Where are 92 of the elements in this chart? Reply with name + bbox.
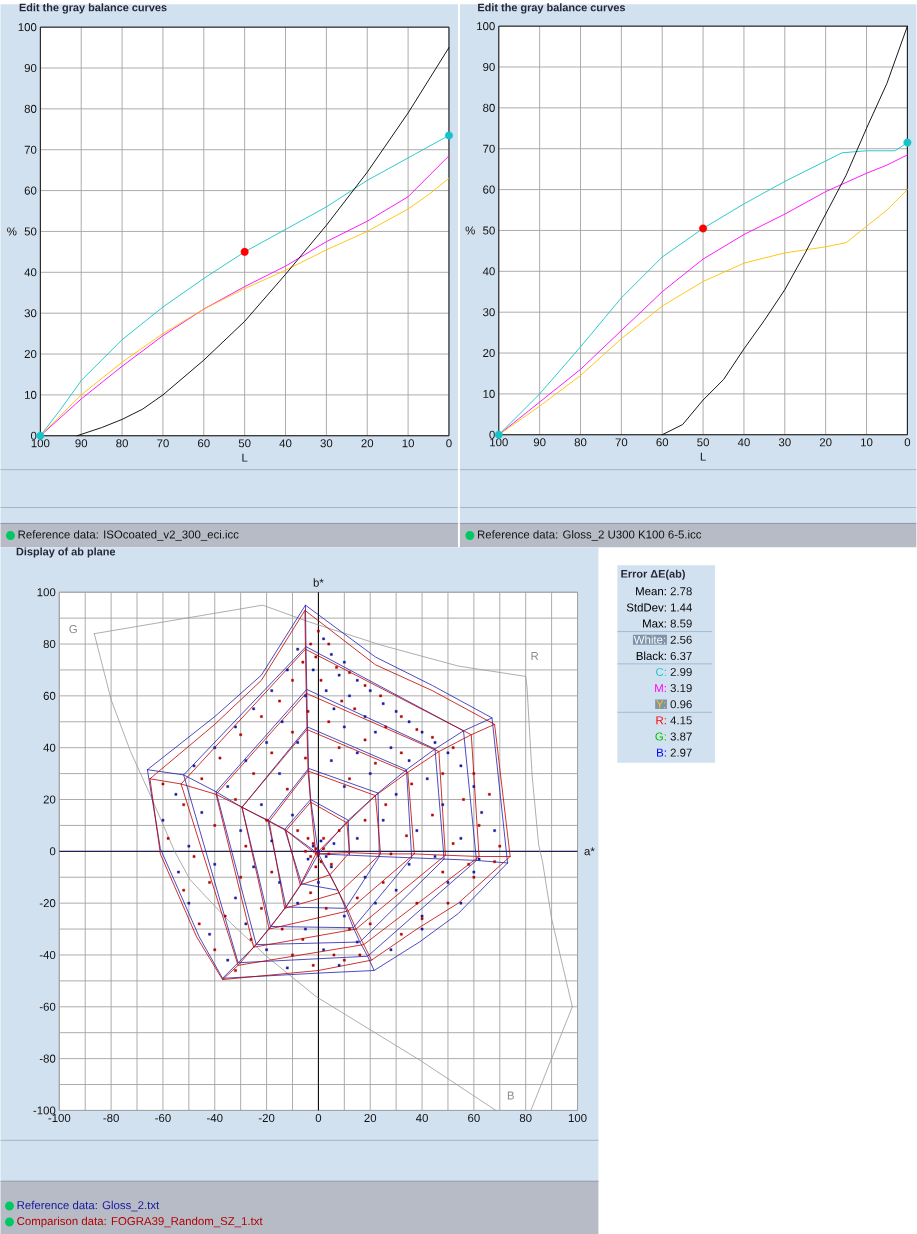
x-tick-label: 40 [737, 438, 750, 447]
y-tick-label: 80 [483, 103, 495, 112]
x-tick-label: 50 [238, 439, 251, 448]
text: Max: 8.59 [643, 619, 692, 628]
x-tick-label: 80 [116, 439, 129, 448]
text: Reference data: ISOcoated_v2_300_eci.icc [18, 530, 239, 541]
y-tick-label: 60 [483, 185, 495, 194]
y-axis-title: b* [313, 578, 324, 587]
y-tick-label: -100 [33, 1106, 56, 1115]
y-tick-label: 100 [477, 22, 495, 31]
text: StdDev: 1.44 [626, 603, 693, 612]
x-tick-label: 100 [568, 1113, 587, 1123]
annotation: R [531, 652, 539, 660]
y-tick-label: -80 [39, 1054, 56, 1063]
x-tick-label: -60 [155, 1113, 171, 1123]
x-tick-label: 60 [468, 1113, 480, 1123]
x-tick-label: 100 [490, 438, 508, 447]
text: Black: 6.37 [636, 651, 692, 660]
x-tick-label: 70 [157, 439, 169, 448]
y-tick-label: 80 [43, 639, 56, 649]
y-tick-label: 70 [483, 144, 495, 153]
x-axis-title: L [700, 452, 706, 461]
x-tick-label: 70 [615, 438, 628, 447]
y-tick-label: 20 [24, 349, 37, 359]
x-tick-label: -20 [258, 1113, 275, 1123]
text: White: 2.56 [633, 635, 692, 644]
y-tick-label: 60 [43, 691, 56, 700]
y-tick-label: 10 [25, 390, 37, 399]
text: G: 3.87 [655, 732, 692, 741]
x-tick-label: 60 [656, 438, 669, 447]
x-tick-label: 20 [364, 1113, 377, 1123]
x-tick-label: 10 [402, 439, 415, 448]
y-tick-label: 60 [24, 186, 37, 195]
x-tick-label: 20 [819, 438, 832, 447]
x-tick-label: 10 [861, 438, 873, 447]
x-tick-label: 90 [75, 439, 88, 448]
y-tick-label: -60 [39, 1002, 56, 1011]
chart-title: Edit the gray balance curves [19, 3, 167, 14]
x-axis-title: a* [584, 847, 595, 856]
text: C: 2.99 [656, 667, 692, 676]
y-tick-label: 40 [482, 267, 495, 276]
y-tick-label: 20 [483, 348, 495, 358]
y-tick-label: 100 [18, 23, 37, 32]
annotation: B [507, 1091, 515, 1100]
x-tick-label: 0 [446, 439, 452, 448]
y-tick-label: 0 [49, 847, 56, 856]
y-tick-label: 0 [31, 431, 37, 440]
text: Reference data: Gloss_2.txt [17, 1200, 160, 1212]
y-tick-label: 80 [24, 104, 37, 113]
text: M: 3.19 [655, 684, 692, 693]
y-tick-label: 40 [43, 743, 56, 752]
y-tick-label: 70 [24, 145, 37, 154]
y-tick-label: 10 [483, 389, 495, 398]
y-tick-label: 50 [24, 227, 37, 236]
y-axis-title: % [465, 226, 476, 235]
x-tick-label: 0 [315, 1113, 322, 1123]
x-tick-label: 30 [320, 439, 333, 448]
annotation: G [69, 625, 77, 634]
y-tick-label: 90 [483, 62, 495, 72]
x-tick-label: 0 [904, 438, 911, 447]
x-tick-label: 50 [697, 438, 710, 447]
x-tick-label: 40 [279, 439, 292, 448]
text: Reference data: Gloss_2 U300 K100 6-5.icc [478, 530, 702, 541]
y-tick-label: -20 [39, 899, 56, 908]
x-tick-label: 60 [198, 439, 210, 448]
text: R: 4.15 [656, 716, 692, 725]
y-tick-label: 30 [483, 308, 495, 317]
x-tick-label: -40 [207, 1113, 223, 1123]
text: Error ΔE(ab) [621, 569, 685, 580]
x-tick-label: -80 [103, 1113, 119, 1123]
chart-title: Display of ab plane [16, 547, 116, 558]
y-tick-label: -40 [39, 950, 56, 960]
y-tick-label: 0 [489, 430, 495, 439]
y-tick-label: 90 [24, 63, 37, 73]
text: Mean: 2.78 [636, 587, 692, 596]
y-tick-label: 40 [24, 268, 37, 277]
y-axis-title: % [7, 227, 17, 236]
y-tick-label: 50 [483, 226, 495, 235]
x-axis-title: L [242, 453, 248, 462]
text: Comparison data: FOGRA39_Random_SZ_1.txt [17, 1216, 263, 1228]
text: B: 2.97 [657, 748, 692, 757]
y-tick-label: 20 [43, 795, 56, 804]
x-tick-label: 30 [778, 438, 791, 447]
y-tick-label: 30 [24, 309, 37, 318]
x-tick-label: 40 [416, 1113, 429, 1123]
y-tick-label: 100 [37, 588, 56, 597]
x-tick-label: 90 [533, 438, 546, 447]
chart-title: Edit the gray balance curves [478, 3, 626, 14]
x-tick-label: 20 [361, 439, 374, 448]
x-tick-label: 80 [574, 438, 587, 447]
x-tick-label: 80 [519, 1113, 532, 1123]
text: Y: 0.96 [656, 700, 692, 709]
